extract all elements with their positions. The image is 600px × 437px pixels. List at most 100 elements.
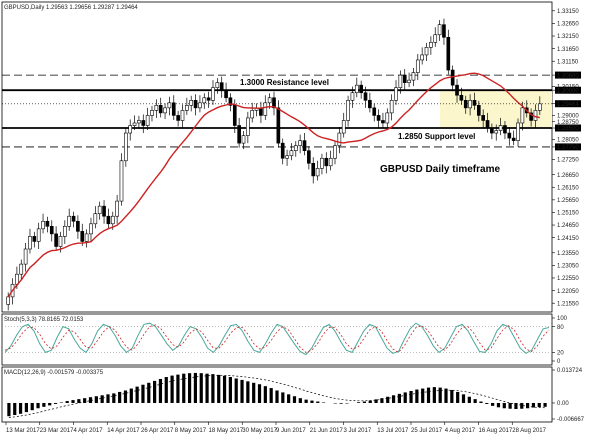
- candle-body: [516, 122, 520, 141]
- candle-body: [132, 122, 137, 126]
- candle-body: [424, 47, 429, 56]
- candle-body: [381, 120, 385, 124]
- date-label: 3 Jul 2017: [344, 428, 372, 434]
- candle-body: [498, 125, 503, 131]
- date-label: 26 Apr 2017: [141, 428, 174, 434]
- candle-body: [307, 150, 311, 164]
- candle-body: [267, 97, 272, 104]
- candle-body: [272, 97, 276, 109]
- candle-body: [490, 127, 494, 134]
- candle-body: [341, 120, 346, 134]
- candle-body: [402, 74, 407, 83]
- candle-body: [150, 110, 154, 116]
- candle-body: [58, 236, 63, 247]
- stoch-d-line: [4, 324, 550, 353]
- candle-body: [398, 74, 403, 88]
- candle-body: [219, 82, 224, 91]
- candle-body: [202, 97, 207, 104]
- price-tick-label: 1.24150: [557, 236, 579, 242]
- candle-body: [529, 112, 533, 121]
- macd-pane-frame: [1, 366, 553, 423]
- candle-body: [80, 231, 85, 242]
- level-label: 1.2850 Support level: [398, 132, 475, 141]
- candle-body: [23, 248, 28, 265]
- candle-body: [455, 84, 459, 96]
- candle-body: [19, 263, 24, 275]
- candle-body: [411, 72, 416, 81]
- price-tag: [555, 71, 581, 79]
- macd-tick-label: 0.00: [557, 401, 569, 407]
- candle-body: [141, 120, 146, 126]
- candle-body: [433, 34, 438, 43]
- chart-title: GBPUSD,Daily 1.29563 1.29656 1.29287 1.2…: [4, 5, 138, 11]
- candle-body: [533, 110, 538, 121]
- candle-body: [158, 105, 163, 114]
- candle-body: [171, 102, 176, 116]
- candle-body: [481, 115, 485, 121]
- date-label: 21 Jun 2017: [310, 428, 344, 434]
- date-label: 8 May 2017: [175, 428, 207, 434]
- macd-tick-label: 0.013724: [557, 368, 583, 374]
- candle-body: [206, 97, 211, 101]
- date-label: 4 Apr 2017: [74, 428, 104, 434]
- candle-body: [89, 223, 93, 235]
- candle-body: [71, 215, 76, 222]
- candle-body: [368, 99, 372, 109]
- stoch-title: Stoch(5,3,3) 78.8165 72.0153: [4, 317, 84, 323]
- candle-body: [298, 140, 302, 146]
- candle-body: [476, 105, 481, 116]
- candle-body: [442, 24, 446, 38]
- candle-body: [110, 215, 115, 225]
- price-tick-label: 1.21550: [557, 301, 579, 307]
- candle-body: [145, 115, 150, 126]
- candle-body: [420, 54, 424, 61]
- candle-body: [215, 82, 220, 88]
- stoch-tick-label: 0: [557, 359, 561, 365]
- price-tick-label: 1.30600: [557, 73, 579, 79]
- candle-body: [137, 120, 141, 124]
- candle-body: [76, 220, 80, 232]
- date-label: 30 May 2017: [242, 428, 277, 434]
- candle-body: [193, 99, 198, 109]
- price-tick-label: 1.31650: [557, 47, 579, 53]
- candle-body: [241, 135, 246, 144]
- candle-body: [41, 220, 45, 230]
- candle-body: [311, 163, 316, 177]
- price-tick-label: 1.31150: [557, 59, 579, 65]
- candle-body: [276, 107, 281, 144]
- price-tick-label: 1.25150: [557, 211, 579, 217]
- price-tick-label: 1.22550: [557, 276, 579, 282]
- macd-tick-label: -0.006667: [557, 417, 585, 423]
- candle-body: [468, 99, 472, 109]
- price-tick-label: 1.23050: [557, 264, 579, 270]
- price-tag: [555, 100, 581, 108]
- candle-body: [520, 107, 525, 124]
- candle-body: [459, 94, 464, 101]
- moving-average-line: [7, 72, 540, 298]
- candle-body: [446, 36, 451, 71]
- price-tick-label: 1.26650: [557, 173, 579, 179]
- price-tick-label: 1.26150: [557, 185, 579, 191]
- candle-body: [54, 233, 58, 247]
- candle-body: [324, 157, 329, 167]
- candle-body: [463, 99, 468, 109]
- candle-body: [228, 97, 233, 106]
- price-tick-label: 1.23550: [557, 251, 579, 257]
- candle-body: [354, 84, 359, 94]
- date-label: 25 Jul 2017: [411, 428, 443, 434]
- price-tick-label: 1.29464: [557, 102, 579, 108]
- main-price-pane: 1.3000 Resistance level 1.2850 Support le…: [1, 1, 581, 313]
- stoch-k-line: [4, 322, 550, 356]
- price-tag: [555, 143, 581, 151]
- price-tick-label: 1.28750: [557, 120, 579, 126]
- candle-body: [389, 99, 394, 114]
- candle-body: [28, 236, 32, 250]
- main-pane-frame: [1, 1, 553, 313]
- candle-body: [376, 115, 381, 121]
- candle-body: [415, 59, 420, 73]
- price-tag: [555, 86, 581, 94]
- candle-body: [285, 155, 289, 159]
- candle-body: [507, 132, 512, 139]
- candle-body: [320, 157, 324, 169]
